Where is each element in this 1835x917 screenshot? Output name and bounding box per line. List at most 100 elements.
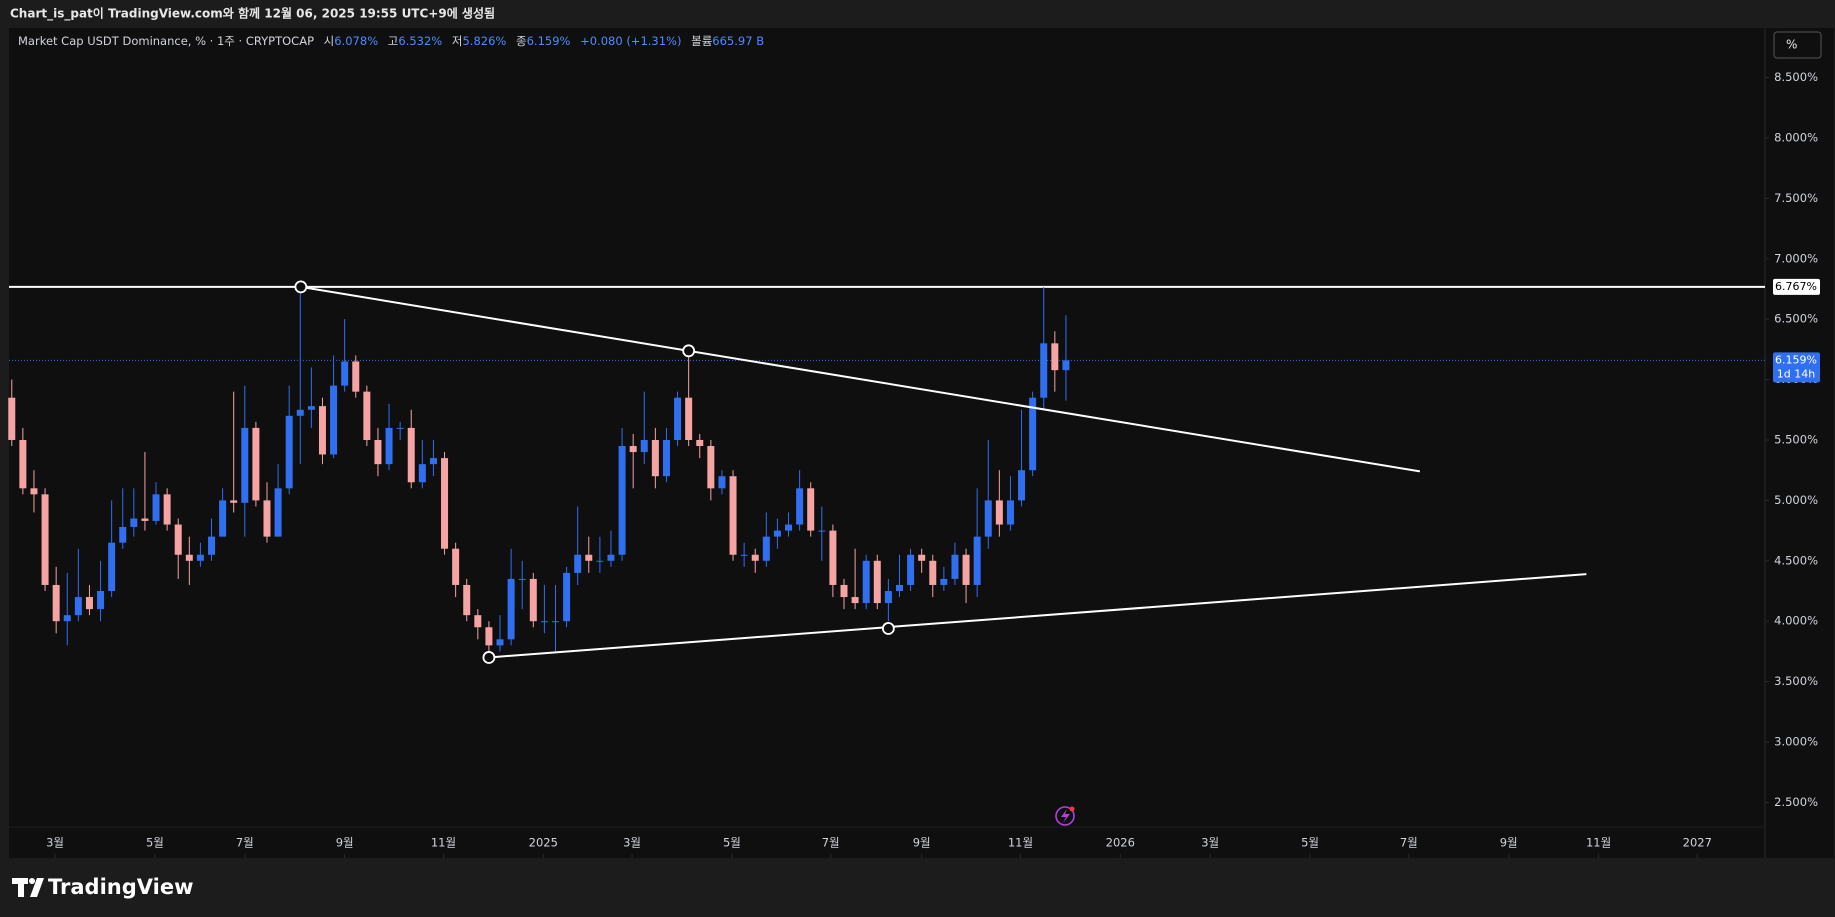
legend-label: 고	[388, 34, 399, 48]
candle-body	[208, 536, 216, 555]
candle-body	[1006, 500, 1014, 525]
scale-button-label[interactable]: %	[1786, 38, 1797, 52]
candle-body	[174, 524, 182, 555]
y-tick-label: 5.000%	[1774, 493, 1818, 507]
legend-value: 665.97 B	[712, 34, 764, 48]
candle-body	[707, 446, 715, 489]
x-tick-label: 7월	[822, 836, 840, 850]
candle-body	[851, 597, 859, 604]
y-tick-label: 5.500%	[1774, 432, 1818, 446]
trendline	[300, 285, 1421, 473]
candle-body	[119, 526, 127, 543]
candle-body	[751, 554, 759, 561]
candle-body	[662, 439, 670, 477]
candle-body	[674, 397, 682, 440]
brand-logo	[12, 878, 44, 897]
x-tick-label: 7월	[236, 836, 254, 850]
candle-body	[818, 530, 826, 532]
chart-pane	[9, 28, 1834, 858]
y-tick-label: 7.000%	[1774, 251, 1818, 265]
x-tick-label: 9월	[913, 836, 931, 850]
x-tick-label: 3월	[1201, 836, 1219, 850]
legend-value: 6.159%	[527, 34, 571, 48]
y-tick-label: 7.500%	[1774, 191, 1818, 205]
candle-body	[907, 554, 915, 585]
legend-value: 5.826%	[462, 34, 506, 48]
candle-body	[341, 361, 349, 386]
candle-body	[962, 554, 970, 585]
candle-body	[984, 500, 992, 537]
candle-body	[563, 572, 571, 622]
candle-body	[929, 560, 937, 585]
logo-mark	[29, 878, 35, 884]
x-tick-label: 3월	[46, 836, 64, 850]
x-tick-label: 11월	[1008, 836, 1033, 850]
candle-body	[796, 488, 804, 525]
candle-body	[629, 446, 637, 453]
candle-body	[585, 554, 593, 561]
candle-body	[496, 639, 504, 646]
x-tick-label: 2026	[1106, 836, 1135, 850]
candle-body	[529, 578, 537, 622]
trendline	[488, 573, 1587, 659]
x-tick-label: 11월	[1586, 836, 1611, 850]
candle-body	[551, 621, 559, 623]
legend: Market Cap USDT Dominance, % · 1주 · CRYP…	[18, 34, 764, 48]
candle-body	[762, 536, 770, 561]
candle-body	[108, 542, 116, 591]
candle-body	[19, 439, 27, 489]
x-tick-label: 11월	[431, 836, 456, 850]
candle-body	[152, 494, 160, 521]
brand: TradingView	[48, 875, 193, 899]
candle-body	[407, 427, 415, 483]
price-countdown: 1d 14h	[1777, 367, 1815, 380]
price-label-box	[1773, 352, 1820, 383]
candle-body	[1029, 397, 1037, 471]
price-label-box	[1773, 278, 1820, 295]
candle-body	[951, 554, 959, 579]
candle-body	[185, 554, 193, 561]
candle-body	[807, 488, 815, 531]
candle-body	[130, 518, 138, 527]
alert-dot	[1069, 806, 1075, 812]
candle-body	[30, 488, 38, 495]
candle-body	[995, 500, 1003, 525]
candle-body	[418, 464, 426, 483]
candle-body	[540, 621, 548, 623]
candle-body	[363, 391, 371, 440]
x-tick-label: 5월	[723, 836, 741, 850]
candle-body	[773, 530, 781, 537]
candle-body	[884, 590, 892, 604]
legend-change: +0.080 (+1.31%)	[580, 34, 681, 48]
candle-body	[740, 554, 748, 556]
legend-label: 시	[324, 34, 335, 48]
anchor-point	[682, 344, 696, 358]
price-label: 6.767%	[1775, 280, 1817, 293]
legend-value: 6.078%	[334, 34, 378, 48]
candle-body	[163, 494, 171, 525]
candle-body	[840, 584, 848, 598]
candle-body	[718, 476, 726, 489]
candle-body	[829, 530, 837, 585]
legend-symbol: Market Cap USDT Dominance, % · 1주 · CRYP…	[18, 34, 314, 48]
scale-button[interactable]	[1773, 31, 1822, 59]
alert-icon[interactable]	[1055, 806, 1075, 826]
price-label: 6.159%	[1775, 353, 1817, 366]
candle-body	[973, 536, 981, 585]
y-tick-label: 2.500%	[1774, 795, 1818, 809]
y-tick-label: 3.000%	[1774, 735, 1818, 749]
x-tick-label: 5월	[1301, 836, 1319, 850]
candle-body	[1018, 470, 1026, 501]
candle-body	[97, 590, 105, 610]
candle-body	[296, 409, 304, 416]
candle-body	[241, 427, 249, 503]
candle-body	[8, 397, 16, 440]
candle-body	[441, 458, 449, 549]
candle-body	[596, 560, 604, 562]
anchor-point	[482, 651, 496, 664]
legend-value: 6.532%	[398, 34, 442, 48]
candle-body	[318, 406, 326, 455]
candle-body	[74, 597, 82, 616]
